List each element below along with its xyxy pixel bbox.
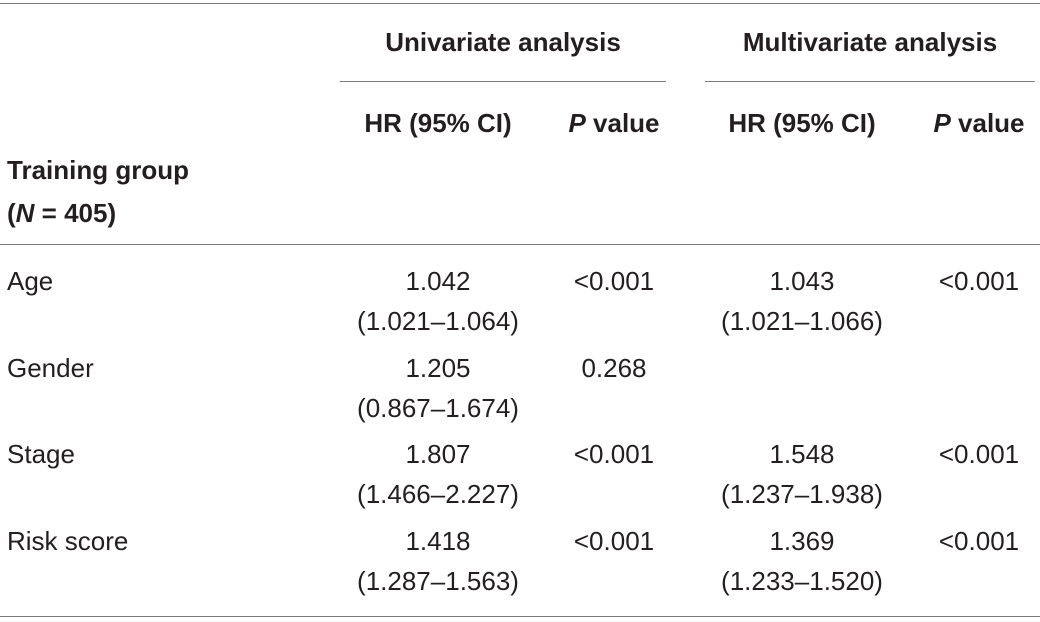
row-label: Risk score — [7, 526, 129, 556]
n-rest: = 405) — [34, 198, 117, 228]
multi-p-value: <0.001 — [938, 266, 1020, 296]
uni-p-italic: P — [568, 108, 586, 138]
multivariate-header: Multivariate analysis — [742, 27, 998, 57]
n-italic: N — [15, 198, 35, 228]
uni-ci-value: (1.021–1.064) — [357, 306, 519, 336]
multi-p-value: <0.001 — [938, 526, 1020, 556]
multi-p-italic: P — [933, 108, 951, 138]
multi-hr-value: 1.369 — [769, 526, 835, 556]
table-top-rule — [0, 3, 1040, 4]
training-group-n: (N = 405) — [7, 194, 116, 232]
multi-p-header: P value — [920, 104, 1038, 142]
multi-hr-value: 1.548 — [769, 439, 835, 469]
multi-hr-value: 1.043 — [769, 266, 835, 296]
multi-ci-value: (1.233–1.520) — [721, 566, 883, 596]
multivariate-underline — [705, 81, 1035, 82]
uni-ci-value: (1.287–1.563) — [357, 566, 519, 596]
uni-hr-value: 1.418 — [405, 526, 471, 556]
uni-p-value: <0.001 — [573, 526, 655, 556]
multi-hr-header: HR (95% CI) — [728, 108, 876, 138]
multi-p-value: <0.001 — [938, 439, 1020, 469]
univariate-underline — [340, 81, 666, 82]
uni-hr-value: 1.807 — [405, 439, 471, 469]
training-group-label: Training group — [7, 155, 189, 185]
univariate-header: Univariate analysis — [385, 27, 621, 57]
uni-ci-value: (1.466–2.227) — [357, 479, 519, 509]
header-bottom-rule — [0, 244, 1040, 245]
uni-p-value: <0.001 — [573, 439, 655, 469]
multi-ci-value: (1.021–1.066) — [721, 306, 883, 336]
uni-p-rest: value — [585, 108, 660, 138]
row-label: Gender — [7, 353, 94, 383]
uni-p-value: <0.001 — [573, 266, 655, 296]
row-label: Stage — [7, 439, 75, 469]
multi-ci-value: (1.237–1.938) — [721, 479, 883, 509]
uni-hr-value: 1.205 — [405, 353, 471, 383]
table-bottom-rule — [0, 616, 1040, 617]
uni-hr-value: 1.042 — [405, 266, 471, 296]
uni-p-header: P value — [555, 104, 673, 142]
uni-p-value: 0.268 — [581, 353, 647, 383]
uni-ci-value: (0.867–1.674) — [357, 393, 519, 423]
multi-p-rest: value — [950, 108, 1025, 138]
uni-hr-header: HR (95% CI) — [364, 108, 512, 138]
row-label: Age — [7, 266, 54, 296]
n-open-paren: ( — [7, 198, 16, 228]
